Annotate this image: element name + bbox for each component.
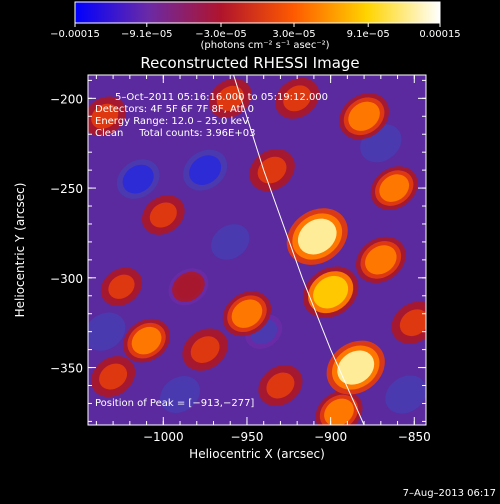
colorbar-tick-label: −0.00015 [50, 29, 100, 40]
heatmap-blob [108, 274, 135, 299]
colorbar-tick-label: 9.1e−05 [347, 29, 390, 40]
annotation-total-counts: Clean Total counts: 3.96E+03 [95, 128, 255, 139]
chart-title: Reconstructed RHESSI Image [140, 54, 359, 72]
heatmap-blob [324, 398, 354, 425]
x-axis-ticks: −1000 −950 −900 −850 [95, 75, 431, 444]
heatmap-blob [165, 381, 195, 408]
colorbar-ticks: −0.00015 −9.1e−05 −3.0e−05 3.0e−05 9.1e−05 0.… [50, 23, 461, 40]
colorbar-tick-label: 0.00015 [419, 29, 460, 40]
x-tick-label: −1000 [143, 430, 184, 444]
x-tick-label: −950 [230, 430, 263, 444]
heatmap-blob [313, 275, 349, 309]
heatmap-blob [379, 174, 410, 202]
heatmap-blob [89, 317, 120, 346]
solar-limb-line [233, 75, 365, 425]
heatmap-blob [365, 129, 396, 158]
heatmap-blob [122, 164, 154, 194]
colorbar-tick-label: 3.0e−05 [272, 29, 315, 40]
heatmap-blob [189, 155, 222, 185]
footer-date: 7–Aug–2013 06:17 [403, 488, 496, 499]
x-tick-label: −850 [398, 430, 431, 444]
y-tick-label: −350 [50, 362, 83, 376]
heatmap-blob [257, 156, 287, 184]
colorbar-units: (photons cm⁻² s⁻¹ asec⁻²) [200, 40, 329, 51]
y-axis-ticks: −200 −250 −300 −350 [50, 79, 426, 422]
heatmap-blob [99, 363, 128, 390]
heatmap-blob [283, 85, 312, 112]
y-tick-label: −250 [50, 182, 83, 196]
heatmap-blob [216, 85, 244, 111]
colorbar-tick-label: −3.0e−05 [195, 29, 247, 40]
heatmap-blob [399, 309, 426, 337]
x-tick-label: −900 [314, 430, 347, 444]
heatmap-blob [149, 202, 177, 228]
heatmap-blob [266, 372, 295, 399]
heatmap-blob [231, 299, 263, 328]
heatmap-blob [390, 380, 421, 409]
plot-frame [87, 74, 427, 426]
heatmap-blob [175, 275, 202, 299]
heatmap-blob [216, 228, 245, 255]
heatmap-blob [337, 350, 375, 385]
heatmap-blob [131, 326, 162, 355]
colorbar-tick-label: −9.1e−05 [121, 29, 173, 40]
heatmap-area [88, 75, 426, 425]
x-axis-label: Heliocentric X (arcsec) [189, 447, 325, 461]
heatmap-blob [91, 103, 119, 129]
y-axis-label: Heliocentric Y (arcsec) [13, 183, 27, 318]
annotation-energy-range: Energy Range: 12.0 – 25.0 keV [95, 116, 249, 127]
heatmap-blob [297, 218, 337, 255]
peak-position-label: Position of Peak = [−913,−277] [95, 398, 254, 409]
heatmap-blob [365, 245, 397, 275]
heatmap-blob [348, 101, 380, 131]
heatmap-blob [190, 336, 220, 363]
heatmap-blobs [88, 77, 426, 425]
annotation-detectors: Detectors: 4F 5F 6F 7F 8F, Att 0 [95, 104, 254, 115]
y-tick-label: −200 [50, 92, 83, 106]
y-tick-label: −300 [50, 272, 83, 286]
annotation-time-range: 5–Oct–2011 05:16:16.000 to 05:19:12.000 [115, 92, 328, 103]
colorbar [74, 1, 441, 24]
